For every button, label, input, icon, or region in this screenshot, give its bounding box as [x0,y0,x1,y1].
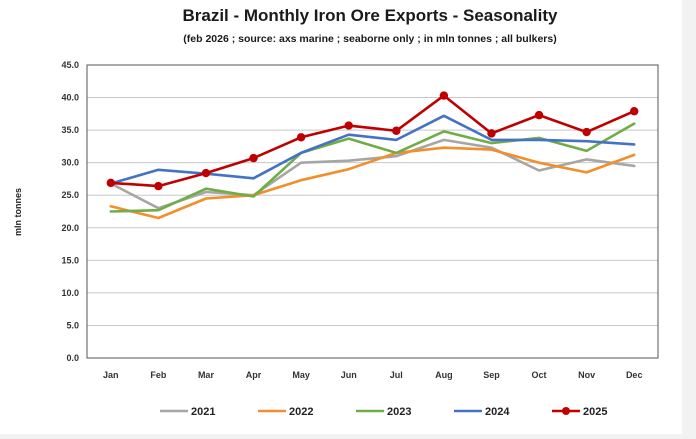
y-tick-label: 5.0 [66,320,79,330]
data-point-2025 [582,127,591,137]
data-point-2025 [487,129,496,138]
legend-item-2024: 2024 [454,406,510,418]
series-2024 [109,114,636,185]
legend-item-2025: 2025 [552,406,607,418]
legend-label: 2024 [485,406,510,418]
y-tick-label: 45.0 [61,60,79,70]
legend: 2021 2022 2023 2024 2025 [160,406,607,418]
y-tick-label: 25.0 [61,190,79,200]
data-point-2025 [344,121,353,130]
data-point-2025 [392,126,401,135]
x-axis-ticks: Jan Feb Mar Apr May Jun Jul Aug Sep Oct Nov Dec [103,370,642,380]
x-tick-label: Apr [246,370,262,380]
data-point-2025 [630,107,639,116]
x-tick-label: May [292,370,310,380]
data-point-2025 [201,168,211,178]
line-chart: Brazil - Monthly Iron Ore Exports - Seas… [13,6,659,418]
data-point-2025 [296,133,306,142]
series-2021 [109,138,636,210]
y-tick-label: 40.0 [61,93,79,103]
y-axis-ticks: 0.0 5.0 10.0 15.0 20.0 25.0 30.0 35.0 40.0 45.0 [61,60,79,363]
series-line-2021 [109,138,636,210]
x-tick-label: Oct [532,370,547,380]
y-tick-label: 20.0 [61,223,79,233]
y-tick-label: 30.0 [61,158,79,168]
legend-label: 2021 [191,406,215,418]
series-line-2025 [109,94,636,188]
data-point-2025 [249,153,258,163]
x-tick-label: Nov [578,370,595,380]
legend-label: 2025 [583,406,607,418]
data-point-2025 [534,110,544,120]
plot-area-border [86,64,659,359]
series-line-2022 [109,146,636,220]
legend-item-2022: 2022 [258,406,313,418]
legend-marker [562,407,570,415]
x-tick-label: Dec [626,370,643,380]
series-line-2024 [109,114,636,185]
data-point-2025 [154,181,163,191]
series-lines [106,91,639,220]
x-tick-label: Mar [198,370,215,380]
chart-card: Brazil - Monthly Iron Ore Exports - Seas… [0,0,682,434]
y-tick-label: 35.0 [61,125,79,135]
y-tick-label: 10.0 [61,288,79,298]
series-2025 [106,91,639,191]
x-tick-label: Aug [435,370,453,380]
data-point-2025 [106,178,115,188]
y-tick-label: 15.0 [61,255,79,265]
legend-item-2021: 2021 [160,406,215,418]
x-tick-label: Jun [341,370,357,380]
x-tick-label: Feb [150,370,167,380]
legend-label: 2023 [387,406,411,418]
x-tick-label: Sep [483,370,500,380]
x-tick-label: Jan [103,370,119,380]
legend-label: 2022 [289,406,313,418]
series-2022 [109,146,636,220]
legend-item-2023: 2023 [356,406,411,418]
chart-subtitle: (feb 2026 ; source: axs marine ; seaborn… [183,33,556,45]
x-tick-label: Jul [390,370,403,380]
y-axis-label: mln tonnes [13,188,23,236]
y-tick-label: 0.0 [66,353,79,363]
chart-title: Brazil - Monthly Iron Ore Exports - Seas… [182,6,558,25]
data-point-2025 [439,91,449,100]
